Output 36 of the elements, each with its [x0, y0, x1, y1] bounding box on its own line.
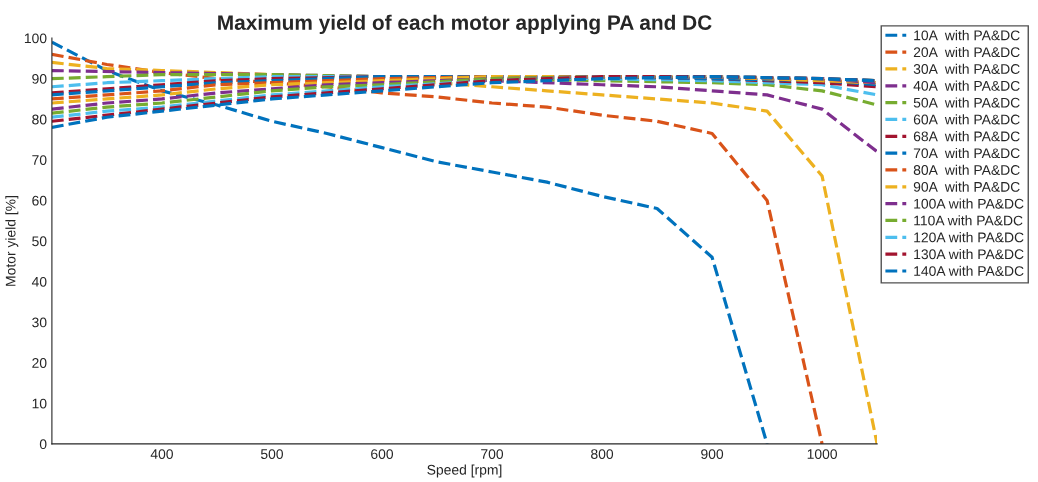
- x-tick-label: 1000: [807, 449, 837, 459]
- y-tick-label: 70: [32, 155, 47, 165]
- legend-label: 80A with PA&DC: [913, 164, 1020, 175]
- y-tick-label: 60: [32, 195, 47, 206]
- legend-label: 10A with PA&DC: [914, 30, 1020, 41]
- legend-label: 130A with PA&DC: [914, 248, 1024, 260]
- legend-label: 68A with PA&DC: [913, 131, 1020, 142]
- x-tick-label: 600: [371, 449, 394, 459]
- legend-label: 20A with PA&DC: [913, 46, 1020, 58]
- legend-label: 90A with PA&DC: [913, 181, 1020, 192]
- x-tick-label: 900: [701, 449, 724, 459]
- y-tick-label: 80: [32, 114, 47, 125]
- y-axis-title: Motor yield [%]: [5, 196, 19, 286]
- legend-label: 50A with PA&DC: [913, 97, 1020, 108]
- y-tick-label: 50: [32, 236, 47, 247]
- legend-label: 140A with PA&DC: [914, 265, 1024, 276]
- y-tick-label: 40: [31, 276, 47, 287]
- x-axis-title: Speed [rpm]: [427, 464, 502, 478]
- legend-label: 70A with PA&DC: [913, 147, 1020, 159]
- y-tick-label: 100: [24, 33, 47, 44]
- y-tick-label: 20: [32, 358, 47, 368]
- x-tick-label: 500: [260, 449, 283, 459]
- legend-label: 30A with PA&DC: [913, 63, 1020, 74]
- chart-title: Maximum yield of each motor applying PA and DC: [218, 14, 712, 35]
- y-tick-label: 0: [39, 439, 47, 450]
- legend-label: 120A with PA&DC: [914, 232, 1024, 243]
- legend-label: 60A with PA&DC: [913, 114, 1020, 125]
- y-tick-label: 30: [32, 317, 47, 328]
- legend-label: 110A with PA&DC: [914, 215, 1023, 226]
- x-tick-label: 800: [591, 449, 614, 459]
- legend-label: 100A with PA&DC: [914, 198, 1024, 209]
- legend-label: 40A with PA&DC: [913, 80, 1020, 91]
- y-tick-label: 90: [32, 74, 47, 84]
- x-tick-label: 700: [481, 449, 504, 459]
- x-tick-label: 400: [150, 449, 173, 459]
- y-tick-label: 10: [32, 398, 47, 409]
